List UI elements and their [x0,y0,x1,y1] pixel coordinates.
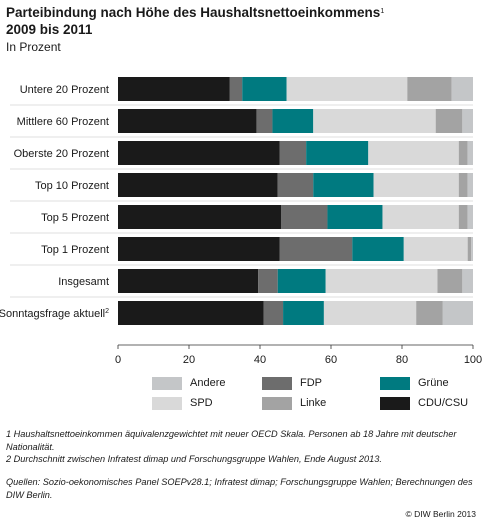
legend-swatch [380,396,410,410]
bar-segment-spd [313,109,436,133]
x-tick-label: 40 [254,354,266,366]
bar-segment-andere [442,301,473,325]
bar-segment-grne [327,205,383,229]
bar-segment-cducsu [118,269,259,293]
legend-swatch [262,376,292,390]
copyright-credit: © DIW Berlin 2013 [405,509,476,519]
bar-segment-cducsu [118,205,282,229]
bar-segment-spd [325,269,438,293]
x-tick-label: 0 [115,354,121,366]
legend-item-spd: SPD [152,395,213,411]
legend-item-cducsu: CDU/CSU [380,395,468,411]
x-tick-label: 80 [396,354,408,366]
legend-item-grne: Grüne [380,375,449,391]
legend-swatch [262,396,292,410]
x-tick-label: 100 [464,354,482,366]
legend-label: FDP [300,377,322,389]
bar-segment-andere [471,237,473,261]
bar-segment-linke [458,173,468,197]
bar-segment-spd [373,173,459,197]
x-tick-label: 20 [183,354,195,366]
bar-segment-fdp [279,237,353,261]
bar-segment-linke [416,301,443,325]
legend-item-andere: Andere [152,375,225,391]
bar-segment-cducsu [118,141,280,165]
stacked-bar-chart: Untere 20 Prozent Mittlere 60 Prozent Ober… [0,77,482,366]
category-label: Oberste 20 Prozent [14,148,109,160]
chart-subtitle: In Prozent [6,40,61,54]
bar-segment-fdp [229,77,243,101]
bar-segment-grne [313,173,374,197]
legend-label: Grüne [418,377,449,389]
bar-segment-andere [467,205,473,229]
chart-legend: Andere SPD FDP Linke Grüne CDU/CSU [152,375,472,413]
bar-segment-fdp [263,301,284,325]
legend-label: CDU/CSU [418,397,469,409]
legend-label: Linke [300,397,327,409]
bar-segment-linke [407,77,452,101]
bar-segment-grne [306,141,369,165]
bar-segment-linke [437,269,463,293]
bar-segment-fdp [281,205,328,229]
title-line-1: Parteibindung nach Höhe des Haushaltsnet… [6,5,381,20]
bar-segment-cducsu [118,301,264,325]
legend-swatch [380,376,410,390]
bar-segment-linke [435,109,463,133]
bar-segment-grne [352,237,404,261]
category-footnote-mark: 2 [105,308,109,315]
x-tick-label: 60 [325,354,337,366]
bar-segment-andere [467,141,473,165]
bar-segment-spd [323,301,417,325]
footnotes: 1 Haushaltsnettoeinkommen äquivalenzgewi… [6,428,478,466]
legend-swatch [152,396,182,410]
category-label: Top 5 Prozent [41,212,109,224]
bar-segment-cducsu [118,173,278,197]
bar-segment-fdp [277,173,314,197]
category-label: Top 1 Prozent [41,244,109,256]
bar-segment-andere [462,269,473,293]
bar-segment-linke [458,205,468,229]
sources-note: Quellen: Sozio-oekonomisches Panel SOEPv… [6,477,473,500]
bar-segment-linke [467,237,472,261]
legend-label: Andere [190,377,226,389]
title-line-2: 2009 bis 2011 [6,22,93,37]
bar-segment-fdp [279,141,307,165]
bar-segment-spd [286,77,408,101]
category-label: Mittlere 60 Prozent [17,116,109,128]
bar-segment-spd [382,205,459,229]
bar-segment-andere [451,77,473,101]
footnote-1: 1 Haushaltsnettoeinkommen äquivalenzgewi… [6,429,457,452]
category-label: Insgesamt [58,276,109,288]
bar-segment-grne [277,269,326,293]
category-label: Top 10 Prozent [35,180,109,192]
category-label: Sonntagsfrage aktuell2 [0,308,109,320]
bar-segment-linke [458,141,468,165]
bar-segment-grne [283,301,324,325]
bar-segment-fdp [258,269,278,293]
legend-label: SPD [190,397,213,409]
bar-segment-andere [467,173,473,197]
bar-segment-spd [368,141,459,165]
bar-segment-grne [242,77,287,101]
bar-segment-cducsu [118,109,257,133]
legend-swatch [152,376,182,390]
bar-segment-andere [462,109,473,133]
bar-segment-grne [272,109,314,133]
footnote-2: 2 Durchschnitt zwischen Infratest dimap … [6,454,382,464]
bar-segment-spd [403,237,468,261]
chart-title: Parteibindung nach Höhe des Haushaltsnet… [6,4,476,38]
bar-segment-cducsu [118,237,280,261]
category-label: Untere 20 Prozent [20,84,109,96]
legend-item-linke: Linke [262,395,326,411]
bar-segment-fdp [256,109,273,133]
bar-segment-cducsu [118,77,230,101]
title-footnote-mark: 1 [380,8,385,15]
legend-item-fdp: FDP [262,375,322,391]
